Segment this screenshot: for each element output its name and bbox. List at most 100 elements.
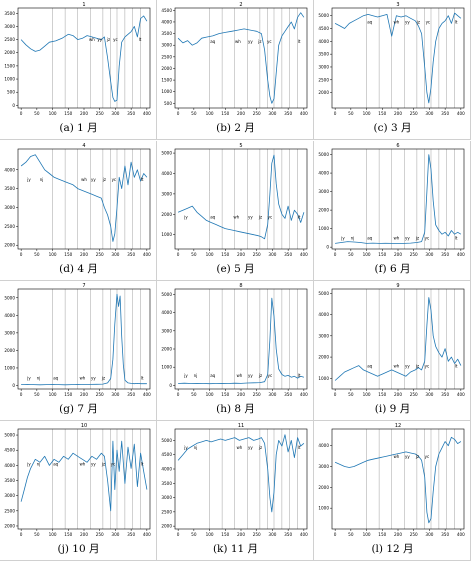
annotation-label: lt [139, 37, 142, 42]
chart-panel-1: 1 0 50 100 150 200 250 300 350 400 0 500 1000 1500 200… [0, 0, 157, 140]
x-tick-label: 400 [457, 111, 465, 116]
annotation-label: aq [367, 364, 372, 369]
y-tick-label: 500 [164, 101, 172, 106]
axes-frame [331, 148, 465, 250]
y-tick-label: 4000 [161, 310, 172, 315]
chart-panel-4: 4 0 50 100 150 200 250 300 350 400 2000 2500 3000 350… [0, 141, 157, 281]
y-tick-label: 2500 [318, 77, 329, 82]
annotation-label: yy [248, 373, 253, 378]
x-tick-label: 300 [425, 252, 433, 257]
x-tick-label: 150 [378, 111, 386, 116]
y-tick-label: 0 [12, 383, 15, 388]
y-tick-label: 2500 [4, 37, 15, 42]
x-tick-label: 0 [334, 532, 337, 537]
y-tick-label: 3500 [4, 11, 15, 16]
annotation-label: lt [141, 177, 144, 182]
chart-title: 5 [239, 143, 242, 149]
y-tick-label: 3000 [4, 24, 15, 29]
x-tick-label: 400 [300, 392, 308, 397]
y-tick-label: 3000 [318, 333, 329, 338]
axes-frame [17, 428, 151, 530]
x-tick-label: 150 [64, 252, 72, 257]
annotation-label: yc [113, 37, 118, 42]
x-tick-label: 150 [221, 111, 229, 116]
x-tick-label: 300 [268, 392, 276, 397]
y-tick-label: 1500 [161, 78, 172, 83]
y-tick-label: 2500 [4, 508, 15, 513]
x-tick-label: 300 [111, 252, 119, 257]
chart-svg: 3 0 50 100 150 200 250 300 350 400 2000 2500 3000 350… [318, 2, 465, 116]
y-tick-label: 2000 [161, 524, 172, 529]
chart-panel-3: 3 0 50 100 150 200 250 300 350 400 2000 2500 3000 350… [314, 0, 471, 140]
y-tick-label: 2000 [161, 66, 172, 71]
y-tick-label: 3000 [4, 330, 15, 335]
chart-svg: 60 50 100 150 200 250 300 350 400010002000300040… [318, 143, 465, 257]
annotation-label: aq [53, 375, 58, 380]
x-tick-label: 100 [49, 111, 57, 116]
x-tick-label: 250 [253, 111, 261, 116]
x-tick-label: 100 [49, 392, 57, 397]
chart-title: 7 [82, 283, 85, 289]
annotation-label: jz [257, 39, 261, 44]
x-tick-label: 100 [363, 392, 371, 397]
annotation-label: nj [194, 445, 198, 450]
y-tick-label: 3000 [161, 191, 172, 196]
annotation-label: wh [89, 37, 95, 42]
annotation-label: wh [394, 19, 400, 24]
y-tick-label: 3500 [161, 31, 172, 36]
panel-caption: (g) 7 月 [59, 403, 98, 415]
y-tick-label: 2500 [161, 509, 172, 514]
y-tick-label: 2000 [318, 355, 329, 360]
y-tick-label: 5000 [161, 438, 172, 443]
y-tick-label: 2000 [4, 523, 15, 528]
panel-caption: (k) 11 月 [212, 543, 259, 555]
x-tick-label: 200 [394, 392, 402, 397]
x-tick-label: 50 [348, 392, 354, 397]
series-line [20, 440, 148, 512]
annotation-label: yy [91, 177, 96, 182]
x-tick-label: 50 [191, 392, 197, 397]
annotation-label: jy [183, 373, 188, 378]
x-tick-label: 300 [111, 392, 119, 397]
y-tick-label: 4000 [161, 171, 172, 176]
x-tick-label: 300 [111, 111, 119, 116]
x-tick-label: 100 [363, 252, 371, 257]
annotation-label: yy [405, 454, 410, 459]
x-tick-label: 100 [206, 252, 214, 257]
annotation-label: jz [258, 214, 262, 219]
axes-frame [17, 7, 151, 109]
y-tick-label: 500 [7, 90, 15, 95]
x-tick-label: 200 [80, 532, 88, 537]
annotation-label: nj [37, 461, 41, 466]
y-tick-label: 3000 [161, 43, 172, 48]
y-tick-label: 2000 [318, 485, 329, 490]
x-tick-label: 50 [348, 252, 354, 257]
x-tick-label: 50 [34, 252, 40, 257]
x-tick-label: 350 [441, 252, 449, 257]
annotation-label: nj [194, 373, 198, 378]
y-tick-label: 5000 [4, 433, 15, 438]
annotation-label: wh [235, 39, 241, 44]
annotation-label: jz [258, 373, 262, 378]
chart-svg: 4 0 50 100 150 200 250 300 350 400 2000 2500 3000 350… [4, 143, 151, 257]
x-tick-label: 0 [177, 392, 180, 397]
panel-caption: (c) 3 月 [373, 122, 412, 134]
x-tick-label: 50 [191, 532, 197, 537]
y-tick-label: 4000 [4, 167, 15, 172]
x-tick-label: 250 [410, 392, 418, 397]
annotation-label: jy [26, 461, 31, 466]
x-tick-label: 350 [441, 111, 449, 116]
x-tick-label: 0 [20, 392, 23, 397]
chart-panel-6: 6 0 50 100 150 200 250 300 350 400 0 1000 2000 3000 40… [314, 141, 471, 281]
x-tick-label: 0 [177, 532, 180, 537]
chart-svg: 70 50 100 150 200 250 300 350 400010002000300040… [4, 283, 151, 397]
x-tick-label: 100 [363, 111, 371, 116]
annotation-label: yy [405, 364, 410, 369]
chart-panel-8: 8 0 50 100 150 200 250 300 350 400 0 1000 2000 3000 40… [157, 281, 314, 421]
annotation-label: jz [415, 454, 419, 459]
x-tick-label: 150 [64, 392, 72, 397]
annotation-label: yy [91, 461, 96, 466]
annotation-label: nj [40, 177, 44, 182]
series-line [334, 297, 462, 381]
series-line [21, 293, 147, 386]
